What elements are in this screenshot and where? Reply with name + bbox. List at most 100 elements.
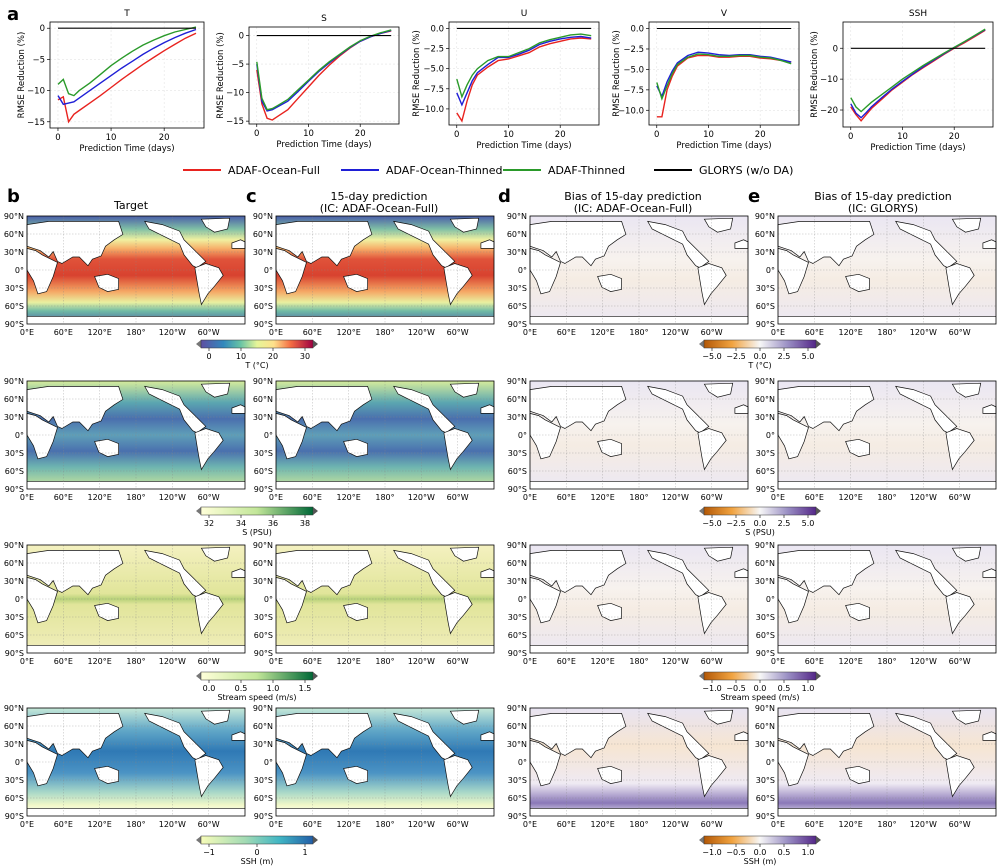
lat-tick-label: 30°N <box>253 248 273 257</box>
map-grid: 90°N60°N30°N0°30°S60°S90°S0°E 60°E 120°E 18… <box>4 212 997 829</box>
map-frame <box>26 215 246 325</box>
colorbar-tick-label: 0.0 <box>754 352 767 361</box>
continent-shape <box>697 755 727 798</box>
lat-tick-label: 60°S <box>254 302 273 311</box>
continent-shape <box>703 382 734 398</box>
chart-title: V <box>721 9 728 19</box>
lon-tick-label: 60°E <box>54 328 73 337</box>
continent-shape <box>200 382 231 398</box>
lat-tick-label: 60°S <box>508 467 527 476</box>
map-frame <box>529 707 749 817</box>
lon-tick-label: 180° <box>126 493 145 502</box>
lat-tick-label: 60°N <box>253 395 273 404</box>
lon-tick-label: 180° <box>877 820 896 829</box>
lat-tick-label: 90°N <box>253 541 273 550</box>
continent-shape <box>26 550 124 596</box>
lon-tick-label: 60°E <box>557 328 576 337</box>
colorbar-tick-label: −2.5 <box>726 519 745 528</box>
continent-shape <box>597 438 622 457</box>
x-tick-label: 20 <box>159 133 170 143</box>
plot-frame <box>248 26 400 125</box>
lon-tick-label: 60°E <box>303 328 322 337</box>
continent-shape <box>777 386 875 432</box>
plot-frame <box>648 21 800 126</box>
colorbar-bias-3: −1.0 −0.5 0.0 0.5 1.0 SSH (m) <box>699 835 821 866</box>
antarctica-shape <box>530 808 748 816</box>
lon-tick-label: 60°W <box>198 657 220 666</box>
lat-tick-label: 0° <box>15 758 24 767</box>
y-axis-label: RMSE Reduction (%) <box>412 30 422 117</box>
continent-shape <box>26 221 124 267</box>
map-panel: 90°N 60°N 30°N 0° 30°S 60°S 90°S0°E 60°E 120°E 18… <box>507 541 749 666</box>
continent-shape <box>343 273 368 292</box>
colorbar-label: SSH (m) <box>744 857 777 866</box>
lat-tick-label: 0° <box>518 758 527 767</box>
lat-tick-label: 0° <box>264 595 273 604</box>
continent-shape <box>94 438 119 457</box>
lon-tick-label: 180° <box>375 493 394 502</box>
x-axis-label: Prediction Time (days) <box>276 140 371 150</box>
lat-tick-label: 30°S <box>756 284 775 293</box>
colorbar-extend-high <box>313 836 318 844</box>
lat-tick-label: 30°S <box>254 284 273 293</box>
map-frame <box>529 215 749 325</box>
y-tick-label: −10.0 <box>418 105 444 115</box>
lat-tick-label: 90°S <box>508 812 527 821</box>
continent-shape <box>449 546 480 562</box>
lon-tick-label: 120°W <box>662 493 689 502</box>
lon-tick-label: 180° <box>126 328 145 337</box>
colorbar-bar <box>200 506 314 516</box>
chart-title: U <box>521 9 528 19</box>
x-tick-label: 10 <box>106 133 117 143</box>
x-axis-label: Prediction Time (days) <box>676 141 771 151</box>
map-frame <box>529 380 749 490</box>
y-tick-label: −5 <box>231 60 244 70</box>
continent-shape <box>275 221 373 267</box>
lat-tick-label: 60°N <box>4 722 24 731</box>
antarctica-shape <box>778 316 996 324</box>
continent-shape <box>443 428 473 471</box>
colorbar-tick-label: −2.5 <box>726 352 745 361</box>
lat-tick-label: 60°S <box>756 794 775 803</box>
lon-tick-label: 60°W <box>949 493 971 502</box>
series-line-adaf-thinned <box>656 53 792 101</box>
lat-tick-label: 60°N <box>507 559 527 568</box>
lat-tick-label: 0° <box>766 431 775 440</box>
continent-shape <box>194 428 224 471</box>
series-line-adaf-ocean-full <box>57 32 197 124</box>
lat-tick-label: 60°N <box>755 722 775 731</box>
map-frame <box>26 380 246 490</box>
continent-shape <box>529 739 561 787</box>
continent-shape <box>529 412 561 460</box>
y-tick-label: −7.5 <box>623 86 644 96</box>
x-tick-label: 10 <box>303 129 314 139</box>
continent-shape <box>443 263 473 306</box>
lat-tick-label: 60°S <box>508 794 527 803</box>
lat-tick-label: 0° <box>15 595 24 604</box>
map-frame <box>26 544 246 654</box>
lon-tick-label: 60°W <box>701 657 723 666</box>
continent-shape <box>697 428 727 471</box>
colorbar-tick-label: −5.0 <box>702 352 721 361</box>
lat-tick-label: 60°S <box>756 631 775 640</box>
colorbar-extend-high <box>816 340 821 348</box>
y-axis-label: RMSE Reduction (%) <box>216 32 226 119</box>
lon-tick-label: 60°E <box>54 820 73 829</box>
antarctica-shape <box>276 645 494 653</box>
continent-shape <box>275 739 307 787</box>
colorbar-target-0: 0 10 20 30 T (°C) <box>196 339 318 370</box>
antarctica-shape <box>530 481 748 489</box>
lat-tick-label: 30°S <box>508 284 527 293</box>
lon-tick-label: 60°W <box>447 328 469 337</box>
legend-entry: ADAF-Ocean-Full <box>183 164 320 177</box>
lat-tick-label: 60°S <box>254 631 273 640</box>
lat-tick-label: 90°S <box>254 649 273 658</box>
colorbar-extend-low <box>196 340 201 348</box>
lat-tick-label: 30°N <box>755 248 775 257</box>
continent-shape <box>777 739 809 787</box>
lat-tick-label: 90°S <box>756 485 775 494</box>
lat-tick-label: 90°S <box>508 485 527 494</box>
lon-tick-label: 0°E <box>771 820 785 829</box>
